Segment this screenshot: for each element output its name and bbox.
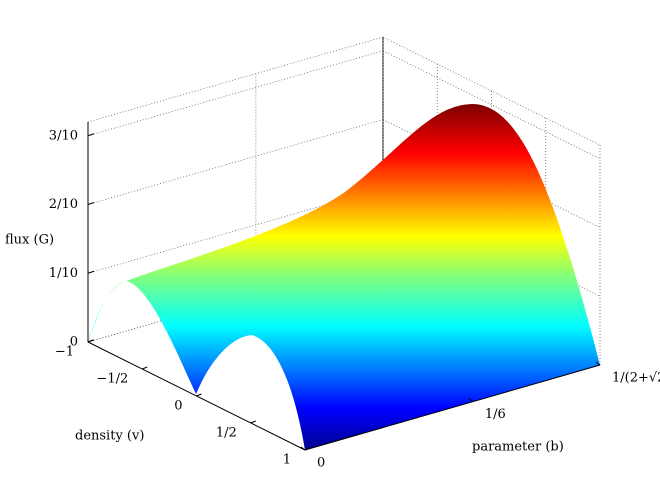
box-edge [87, 36, 384, 123]
z-tick-label: 0 [70, 335, 78, 350]
x-tick-label: 1/2 [216, 426, 237, 441]
grid-line [87, 50, 384, 137]
tick-mark [87, 202, 95, 205]
surface [88, 104, 600, 450]
z-tick-label: 3/10 [49, 128, 78, 143]
grid-line [87, 119, 384, 205]
grid-line [382, 119, 601, 228]
axis-layer: 0 1/10 2/10 3/10 −1 −1/2 0 1/2 1 0 1/6 1/(2+√2) [49, 122, 660, 471]
x-tick-label: −1 [55, 345, 74, 360]
x-tick-label: −1/2 [96, 372, 128, 387]
tick-mark [196, 393, 202, 397]
tick-mark [142, 366, 148, 370]
surface-trough [196, 268, 340, 394]
z-tick-label: 2/10 [49, 197, 78, 212]
tick-mark [87, 339, 94, 343]
y-tick-label: 1/6 [485, 407, 506, 422]
tick-mark [87, 133, 95, 137]
x-axis [87, 341, 306, 451]
y-axis-label: parameter (b) [472, 440, 564, 455]
box-edge [382, 36, 601, 146]
x-axis-label: density (v) [75, 429, 144, 444]
tick-mark [468, 398, 474, 403]
z-tick-label: 1/10 [49, 266, 78, 281]
tick-mark [87, 270, 95, 274]
y-tick-label: 1/(2+√2) [612, 371, 660, 386]
y-axis [304, 364, 601, 451]
y-tick-label: 0 [317, 456, 325, 471]
grid-line [382, 50, 601, 160]
tick-mark [250, 420, 256, 424]
z-axis-label: flux (G) [5, 233, 54, 248]
tick-mark [595, 361, 601, 366]
x-tick-label: 1 [283, 453, 291, 468]
x-tick-label: 0 [174, 399, 182, 414]
